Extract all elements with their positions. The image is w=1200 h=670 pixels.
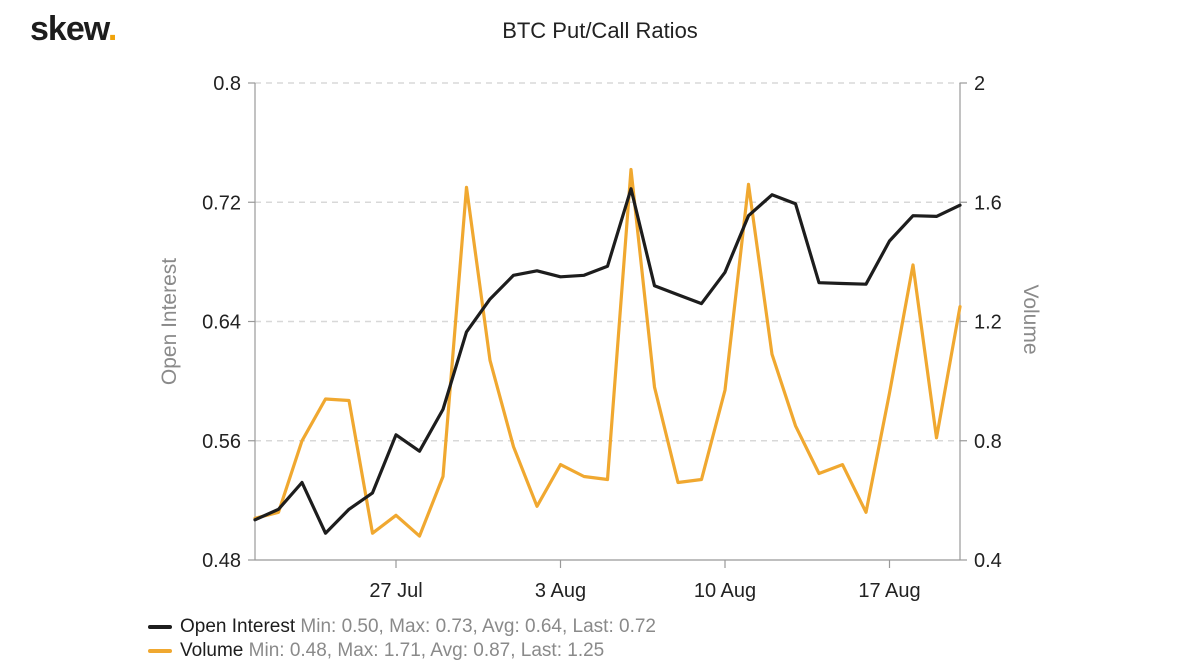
x-tick-label: 17 Aug [858, 580, 920, 602]
y-left-tick-label: 0.48 [202, 550, 241, 572]
x-tick-label: 3 Aug [535, 580, 586, 602]
y-right-tick-label: 0.4 [974, 550, 1002, 572]
y-right-tick-label: 0.8 [974, 431, 1002, 453]
y-right-tick-label: 1.2 [974, 312, 1002, 334]
legend-open-interest[interactable]: Open Interest Min: 0.50, Max: 0.73, Avg:… [148, 616, 656, 638]
legend-swatch-volume [148, 648, 172, 653]
skew-logo: skew. [30, 10, 118, 49]
x-tick-label: 27 Jul [369, 580, 422, 602]
legend-stats-open-interest: Min: 0.50, Max: 0.73, Avg: 0.64, Last: 0… [300, 616, 656, 637]
y-right-tick-label: 1.6 [974, 192, 1002, 214]
series-line-volume [253, 167, 962, 538]
series-line-open-interest [253, 187, 962, 535]
legend-volume[interactable]: Volume Min: 0.48, Max: 1.71, Avg: 0.87, … [148, 640, 604, 662]
legend-stats-volume: Min: 0.48, Max: 1.71, Avg: 0.87, Last: 1… [248, 640, 605, 661]
y-left-tick-label: 0.64 [202, 312, 241, 334]
y-left-tick-label: 0.8 [213, 73, 241, 95]
x-tick-label: 10 Aug [694, 580, 756, 602]
legend-name-open-interest: Open Interest [180, 616, 296, 637]
logo-dot: . [107, 10, 118, 48]
legend-name-volume: Volume [180, 640, 244, 661]
y-left-tick-label: 0.56 [202, 431, 241, 453]
logo-text: skew [30, 10, 109, 48]
y-left-tick-label: 0.72 [202, 192, 241, 214]
legend-swatch-open-interest [148, 624, 172, 629]
y-right-axis-title: Volume [1019, 284, 1042, 354]
chart-title: BTC Put/Call Ratios [502, 18, 698, 43]
y-left-axis-title: Open Interest [158, 258, 181, 385]
y-right-tick-label: 2 [974, 73, 985, 95]
